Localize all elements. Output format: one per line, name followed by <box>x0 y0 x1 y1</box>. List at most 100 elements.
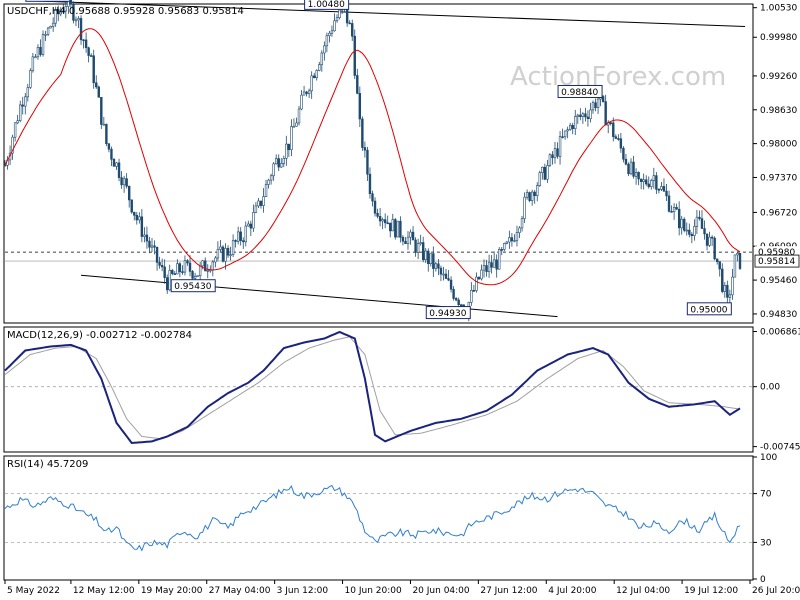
candle-body <box>513 240 516 242</box>
candle-body <box>378 216 382 222</box>
candle-body <box>386 222 389 225</box>
candle <box>576 113 579 124</box>
candle <box>333 13 336 32</box>
candle <box>705 233 709 251</box>
candle-body <box>272 163 275 177</box>
rsi-panel-frame <box>3 455 754 581</box>
candle-body <box>589 109 592 120</box>
candle <box>188 255 192 277</box>
candle <box>84 32 88 53</box>
candle <box>546 159 549 183</box>
candle-body <box>249 223 253 229</box>
candle <box>561 128 564 139</box>
candle-body <box>64 6 68 12</box>
candle <box>315 69 318 81</box>
candle <box>242 237 245 249</box>
x-tick-label: 10 Jun 20:00 <box>345 586 402 596</box>
price-panel-title: USDCHF,H4 0.95688 0.95928 0.95683 0.9581… <box>7 6 244 17</box>
candle-body <box>277 158 280 168</box>
candle <box>495 254 498 278</box>
candle-body <box>710 236 714 239</box>
candle-body <box>21 104 24 107</box>
candle <box>518 226 521 239</box>
candle <box>313 72 316 79</box>
candle-body <box>274 158 278 165</box>
candle-body <box>29 70 32 88</box>
candle <box>439 265 443 282</box>
candle <box>688 223 691 238</box>
candle-body <box>173 273 177 275</box>
candle <box>723 282 726 298</box>
candle-body <box>325 35 329 47</box>
candle-body <box>505 241 509 244</box>
candle <box>738 253 742 270</box>
candle-body <box>366 149 369 175</box>
candle-body <box>107 143 111 150</box>
price-ytick-label: 0.99260 <box>760 72 797 82</box>
candle-body <box>556 148 559 157</box>
candle-body <box>84 39 88 49</box>
candle-body <box>424 250 427 260</box>
candle <box>363 141 367 158</box>
candle <box>601 94 605 103</box>
candle-body <box>44 33 47 36</box>
candle-body <box>553 148 557 159</box>
candle <box>715 258 719 265</box>
candle <box>292 118 296 128</box>
candle-body <box>454 298 458 301</box>
price-annotation-box <box>170 279 216 293</box>
candle-body <box>323 45 326 54</box>
candlesticks <box>3 0 742 322</box>
candle-body <box>295 122 298 127</box>
candle <box>419 234 422 246</box>
candle <box>282 155 285 168</box>
candle-body <box>229 254 232 256</box>
candle <box>64 0 68 19</box>
candle <box>216 241 220 262</box>
candle <box>726 280 729 305</box>
candle <box>634 168 638 185</box>
candle <box>290 119 293 157</box>
candle-body <box>401 236 405 242</box>
candle-body <box>145 234 149 242</box>
candle-body <box>383 219 387 224</box>
candle-body <box>231 240 235 255</box>
candle <box>449 276 453 293</box>
candle <box>16 114 19 125</box>
candle <box>632 155 635 179</box>
candle <box>54 6 57 27</box>
candle <box>160 258 164 272</box>
candle <box>302 85 306 96</box>
candle <box>665 184 668 202</box>
price-annotation-box <box>304 0 350 10</box>
candle <box>221 245 225 263</box>
candle <box>168 264 171 292</box>
candle-body <box>561 136 564 138</box>
candle <box>176 259 179 275</box>
candle-body <box>482 265 486 271</box>
macd-signal-line <box>4 336 741 440</box>
candle-body <box>429 253 432 265</box>
candle <box>277 154 280 172</box>
candle <box>107 143 111 153</box>
candle-body <box>612 122 615 138</box>
candle-body <box>647 183 650 188</box>
candle-body <box>313 75 316 78</box>
candle-body <box>660 186 663 190</box>
candle <box>262 188 265 213</box>
candle <box>586 110 590 127</box>
lower-trendline <box>80 274 558 318</box>
candle-body <box>373 200 377 214</box>
price-annotation-label: 0.95430 <box>174 282 211 292</box>
candle-body <box>439 267 443 275</box>
candle-body <box>485 265 488 272</box>
x-tick-label: 27 May 04:00 <box>209 586 271 596</box>
candle <box>447 270 450 282</box>
price-annotation: 0.95430 <box>170 279 216 293</box>
candle <box>120 171 123 189</box>
candle-body <box>487 262 491 272</box>
candle-body <box>247 223 250 227</box>
candle <box>695 209 699 235</box>
candle-body <box>234 240 237 242</box>
candle <box>224 243 227 270</box>
